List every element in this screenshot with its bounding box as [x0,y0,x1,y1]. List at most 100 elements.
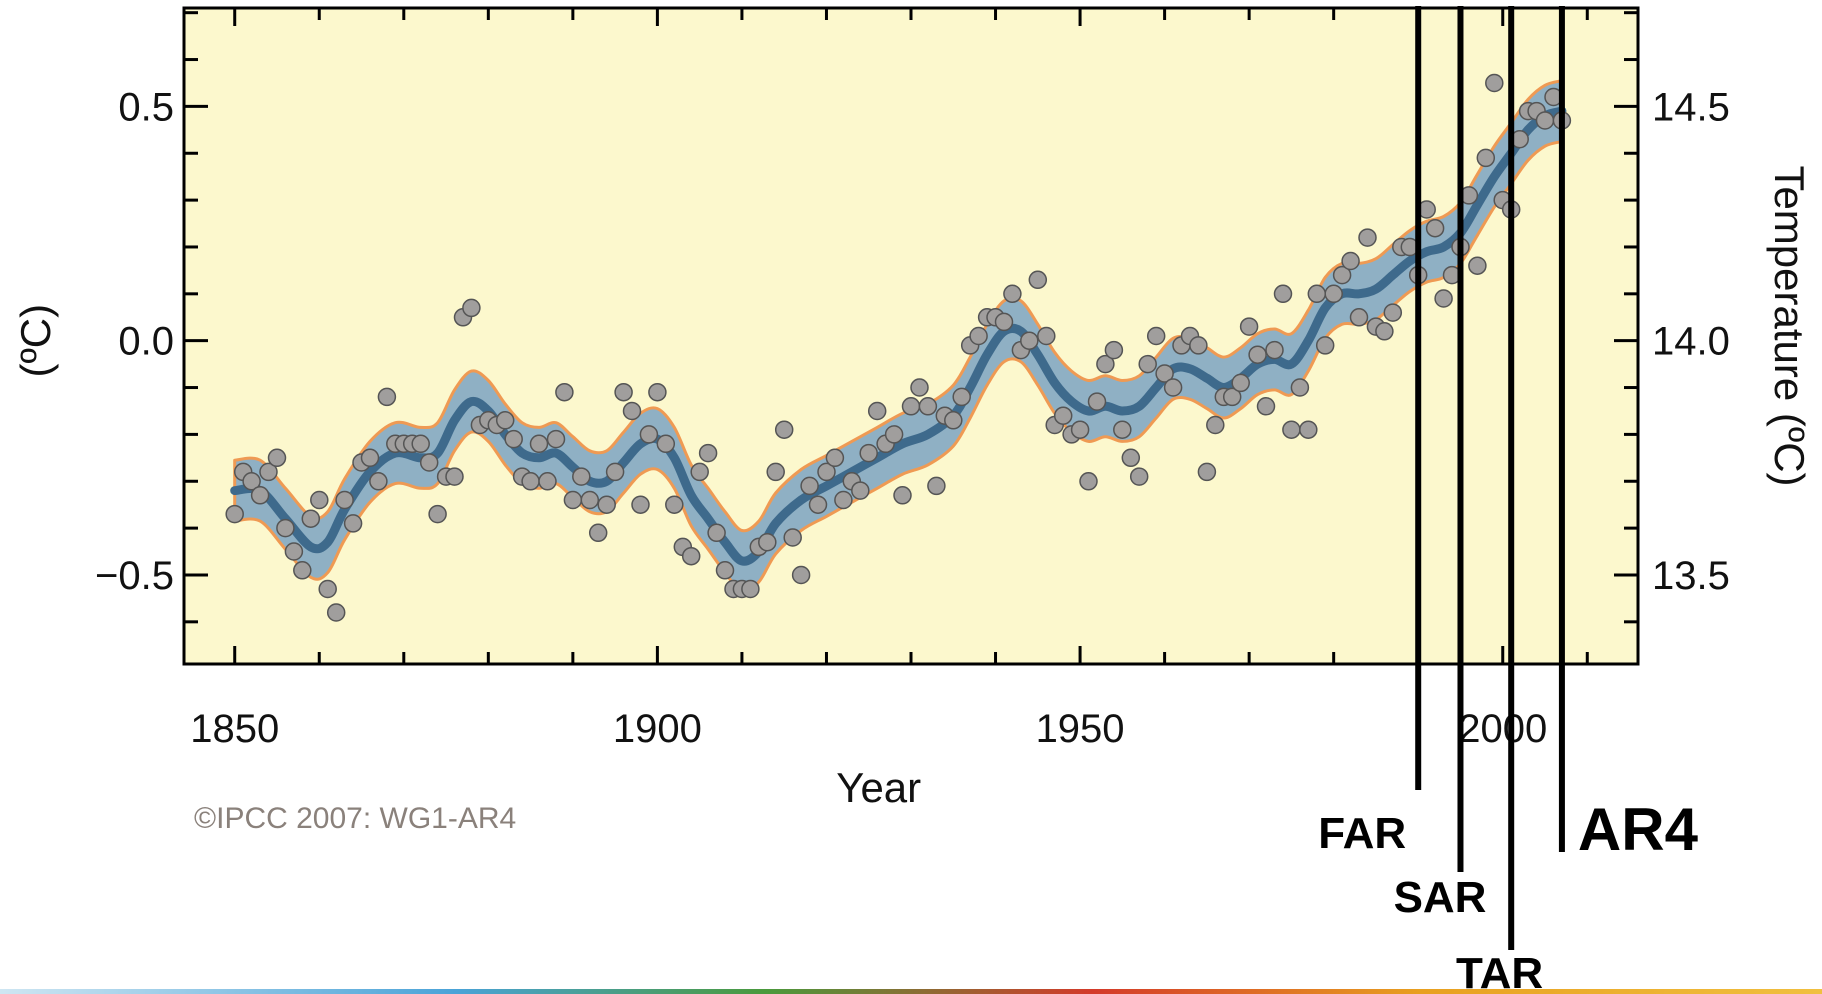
data-point [851,481,870,500]
data-point [1358,228,1377,247]
data-point [1383,303,1403,322]
data-point [808,495,828,514]
data-point [1231,373,1250,393]
data-point [1155,364,1174,383]
data-point [1087,392,1107,411]
y-tick-label: 0.5 [118,85,174,129]
data-point [944,411,963,430]
data-point [622,401,642,421]
data-point [563,490,583,510]
y-axis-title-left: (ºC) [12,304,59,378]
axis-ticks [184,8,1638,664]
data-point [952,387,971,407]
data-point [656,434,676,454]
data-point [707,523,726,543]
data-point [631,495,650,514]
data-point [597,495,616,514]
data-point [1129,467,1149,486]
data-point [1020,331,1039,350]
data-point [1121,448,1141,468]
data-point [335,490,354,510]
data-point [698,443,718,463]
data-point [1248,345,1267,364]
data-point [774,420,794,439]
data-point [1222,387,1242,407]
plot-background [184,8,1638,664]
data-point [791,565,811,585]
data-point [428,504,447,524]
data-point [1189,336,1208,355]
data-point [1206,415,1225,435]
data-point [834,490,853,510]
data-point [648,382,667,402]
data-point [605,462,625,482]
data-point [419,453,439,472]
data-point [741,579,760,599]
data-point [318,579,337,599]
x-tick-label: 1950 [1036,707,1125,751]
y-tick-label: −0.5 [95,554,174,598]
data-point [259,462,278,482]
data-point [766,462,785,482]
data-point [1468,256,1487,275]
data-point [377,387,397,407]
data-point [884,425,904,444]
data-point [1104,340,1124,360]
data-point [1028,270,1048,290]
data-point [859,443,878,463]
data-point [690,462,709,482]
data-point [1003,284,1022,304]
data-point [555,382,574,402]
data-point [969,326,988,346]
data-point [1282,420,1301,439]
data-point [1138,354,1157,374]
data-point [276,518,295,538]
data-point [326,603,346,622]
data-point [1239,317,1259,336]
data-point [1273,284,1293,304]
x-tick-label: 2000 [1458,707,1547,751]
data-point [225,504,244,524]
data-point [994,312,1014,332]
data-point [901,397,921,416]
data-point [1434,289,1453,308]
data-point [1299,420,1318,439]
data-point [250,486,270,505]
data-point [1332,265,1352,285]
data-point [521,472,540,491]
data-point [504,429,523,449]
footer-color-strip [0,989,1822,994]
data-point [715,561,735,580]
data-point [783,528,802,547]
data-point [1146,326,1166,346]
data-point [546,429,566,449]
data-point [445,467,464,486]
data-point [1053,406,1073,425]
data-point [495,411,515,430]
data-point [1256,397,1276,416]
data-point [1349,308,1369,327]
x-axis-title: Year [836,764,921,811]
y-right-tick-label: 14.5 [1652,85,1730,129]
data-point [665,495,684,514]
data-point [343,514,363,533]
data-point [1079,472,1098,491]
data-point [538,472,557,491]
data-point [825,448,845,468]
y-right-tick-label: 13.5 [1652,554,1730,598]
x-tick-label: 1850 [190,707,279,751]
data-point [572,467,591,486]
report-label-far: FAR [1318,809,1406,858]
data-point [1324,284,1343,304]
data-point [301,509,321,528]
y-tick-label: 0.0 [118,320,174,364]
data-point [1425,218,1445,238]
y-axis-title-right: Temperature (ºC) [1766,165,1813,486]
data-point [529,434,549,454]
data-point [310,490,329,510]
data-point [1485,73,1504,93]
x-tick-label: 1900 [613,707,702,751]
data-point [918,397,938,416]
data-point [1096,354,1115,374]
